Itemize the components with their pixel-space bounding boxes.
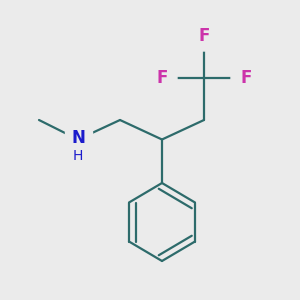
Circle shape: [189, 21, 219, 51]
Bar: [64, 130, 92, 158]
Text: F: F: [198, 27, 210, 45]
Circle shape: [147, 63, 177, 93]
Text: F: F: [156, 69, 168, 87]
Text: N: N: [71, 129, 85, 147]
Text: H: H: [73, 149, 83, 163]
Circle shape: [231, 63, 261, 93]
Text: F: F: [240, 69, 252, 87]
